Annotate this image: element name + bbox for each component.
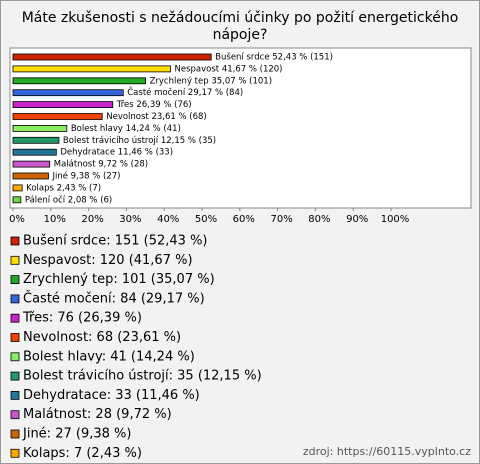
legend-label: Bolest trávicího ústrojí: 35 (12,15 %) [23, 369, 262, 384]
bar [12, 65, 171, 73]
x-tick-label: 90% [346, 214, 368, 225]
legend-marker [10, 313, 20, 323]
legend-label: Bolest hlavy: 41 (14,24 %) [23, 349, 195, 364]
legend-label: Nespavost: 120 (41,67 %) [23, 253, 193, 268]
bar-label: Bušení srdce 52,43 % (151) [215, 52, 333, 63]
bar [12, 172, 49, 180]
legend-marker [10, 255, 20, 265]
x-tick-label: 40% [157, 214, 179, 225]
legend-label: Dehydratace: 33 (11,46 %) [23, 388, 200, 403]
bar [12, 89, 124, 97]
bar-label: Kolaps 2,43 % (7) [26, 183, 101, 193]
bar [12, 136, 60, 144]
legend-marker [10, 333, 20, 342]
legend-marker [10, 352, 20, 362]
bar-label: Bolest hlavy 14,24 % (41) [71, 124, 181, 134]
bar-label: Bolest trávicího ústrojí 12,15 % (35) [63, 136, 216, 146]
bar-label: Nevolnost 23,61 % (68) [106, 112, 206, 122]
bar-label: Jiné 9,38 % (27) [51, 171, 120, 182]
x-tick-label: 0% [9, 214, 25, 225]
x-tick-label: 80% [308, 214, 330, 225]
bar-label: Nespavost 41,67 % (120) [175, 64, 283, 74]
chart-title: Máte zkušenosti s nežádoucími účinky po … [21, 10, 459, 43]
bar-label: Malátnost 9,72 % (28) [54, 160, 148, 170]
x-tick-label: 10% [44, 214, 66, 225]
bar [12, 148, 57, 156]
legend-marker [10, 448, 20, 458]
legend-marker [10, 429, 20, 439]
bar-label: Dehydratace 11,46 % (33) [60, 148, 173, 158]
bar-label: Časté močení 29,17 % (84) [127, 86, 243, 98]
bar-label: Třes 26,39 % (76) [116, 100, 192, 110]
legend-label: Zrychlený tep: 101 (35,07 %) [23, 272, 215, 287]
legend-marker [10, 371, 20, 381]
x-tick-label: 100% [381, 214, 410, 225]
x-tick-label: 50% [195, 214, 217, 225]
x-tick-label: 20% [81, 214, 103, 225]
legend-label: Malátnost: 28 (9,72 %) [23, 407, 172, 422]
bar [12, 101, 114, 108]
bar [12, 184, 23, 192]
bar-label: Zrychlený tep 35,07 % (101) [150, 76, 272, 86]
source: zdroj: https://60115.vyplnto.cz [303, 445, 471, 458]
legend-label: Jiné: 27 (9,38 %) [22, 427, 131, 442]
legend-label: Nevolnost: 68 (23,61 %) [23, 330, 181, 345]
bar [12, 160, 51, 168]
legend-label: Bušení srdce: 151 (52,43 %) [23, 234, 208, 249]
legend-marker [10, 294, 20, 304]
legend-label: Třes: 76 (26,39 %) [22, 311, 142, 326]
x-tick-label: 70% [270, 214, 292, 225]
bar [12, 196, 22, 204]
legend-marker [10, 390, 20, 400]
plot-area [9, 47, 472, 209]
bar [12, 53, 212, 61]
bar [12, 125, 68, 132]
legend-marker [10, 410, 20, 420]
x-tick-label: 60% [233, 214, 255, 225]
legend-label: Kolaps: 7 (2,43 %) [23, 446, 142, 461]
legend-marker [10, 275, 20, 285]
x-tick-label: 30% [119, 214, 141, 225]
legend-marker [10, 236, 20, 246]
bar [12, 77, 146, 85]
legend-label: Časté močení: 84 (29,17 %) [23, 290, 205, 306]
bar [12, 113, 103, 120]
bar-label: Pálení očí 2,08 % (6) [25, 194, 112, 205]
